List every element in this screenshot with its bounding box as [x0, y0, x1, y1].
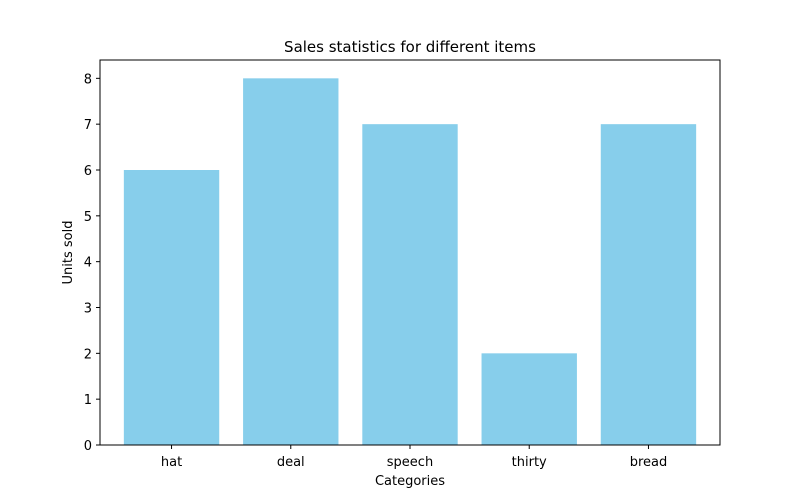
bar-deal: [243, 78, 339, 445]
x-tick-label: hat: [161, 455, 182, 470]
y-axis-label: Units sold: [61, 221, 76, 285]
x-tick-label: bread: [630, 455, 668, 470]
x-axis-ticks: hat deal speech thirty bread: [161, 445, 667, 470]
y-tick-label: 7: [84, 118, 92, 133]
y-tick-label: 0: [84, 439, 92, 454]
x-tick-label: thirty: [512, 455, 547, 470]
y-tick-label: 1: [84, 393, 92, 408]
y-tick-label: 6: [84, 164, 92, 179]
bar-bread: [600, 124, 697, 446]
x-tick-label: deal: [277, 455, 305, 470]
y-tick-label: 8: [84, 72, 92, 87]
bar-hat: [123, 170, 220, 445]
y-tick-label: 4: [84, 256, 92, 271]
bar-thirty: [481, 353, 577, 445]
y-axis-ticks: 0 1 2 3 4 5 6 7 8: [84, 72, 100, 454]
bar-speech: [362, 124, 458, 446]
y-tick-label: 2: [84, 347, 92, 362]
y-tick-label: 3: [84, 302, 92, 317]
bars: [123, 78, 697, 446]
y-tick-label: 5: [84, 210, 92, 225]
x-tick-label: speech: [387, 455, 433, 470]
plot-frame: [99, 59, 721, 446]
x-axis-label: Categories: [375, 474, 445, 489]
chart-title: Sales statistics for different items: [284, 38, 536, 56]
